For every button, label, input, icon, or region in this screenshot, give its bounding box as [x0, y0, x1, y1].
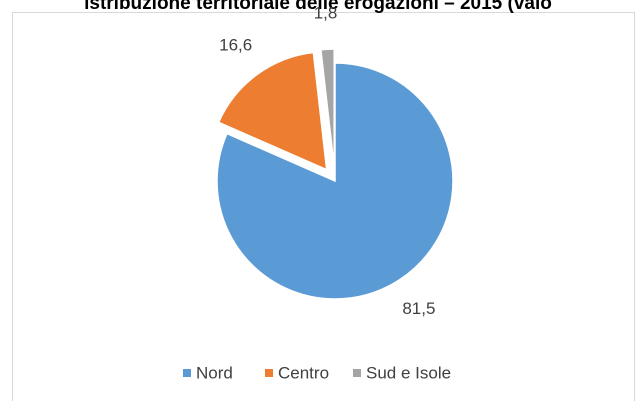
data-label: 1,8	[314, 3, 338, 22]
pie-slice	[320, 48, 335, 168]
legend-marker	[265, 369, 273, 377]
legend-marker	[183, 369, 191, 377]
pie-slice	[216, 62, 454, 300]
data-label: 16,6	[219, 36, 252, 55]
pie-slice	[217, 51, 328, 171]
legend-label: Sud e Isole	[366, 363, 451, 382]
legend-label: Nord	[196, 363, 233, 382]
data-label: 81,5	[402, 299, 435, 318]
chart-title: istribuzione territoriale delle erogazio…	[84, 0, 552, 14]
legend-label: Centro	[278, 363, 329, 382]
legend-marker	[353, 369, 361, 377]
